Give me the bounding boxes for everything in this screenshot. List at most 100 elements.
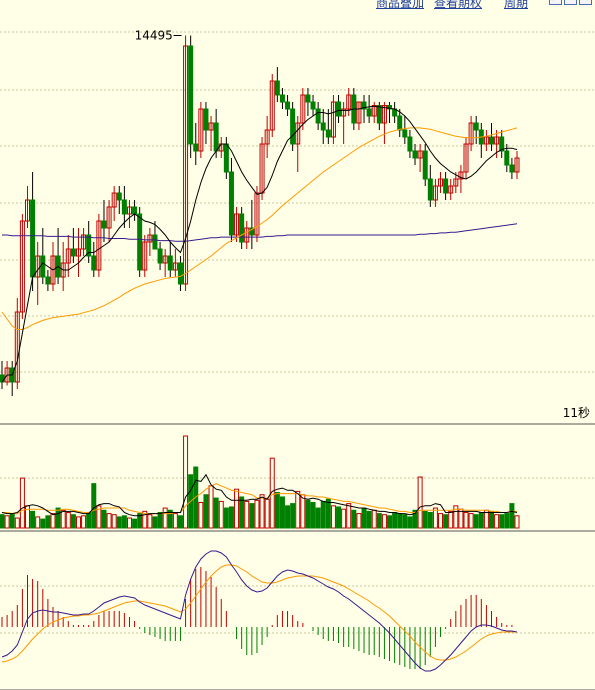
candle-body — [330, 101, 336, 138]
volume-bar — [81, 515, 87, 529]
candle-body — [285, 101, 291, 110]
candle-body — [341, 108, 347, 117]
volume-bar — [4, 515, 10, 529]
candle-body — [213, 122, 219, 152]
candle-body — [249, 227, 255, 236]
volume-bar — [417, 476, 423, 529]
candle-body — [172, 262, 178, 271]
volume-bar — [458, 508, 464, 529]
candle-body — [50, 255, 56, 285]
volume-bar — [213, 497, 219, 529]
candle-body — [443, 178, 449, 194]
volume-pane — [0, 435, 520, 529]
volume-bar — [152, 516, 158, 529]
toolbar: 商品叠加 查看期权 周期 ⇤ ↔ ⇥ — [0, 0, 595, 10]
volume-bar — [218, 500, 224, 529]
candle-body — [463, 143, 469, 173]
candle-body — [300, 94, 306, 124]
candle-body — [346, 94, 352, 110]
candle-body — [417, 150, 423, 159]
candle-body — [274, 80, 280, 96]
volume-bar — [279, 496, 285, 529]
volume-bar — [422, 510, 428, 529]
volume-bar — [392, 511, 398, 529]
candle-body — [203, 108, 209, 131]
volume-bar — [244, 500, 250, 529]
volume-bar — [60, 509, 66, 529]
volume-bar — [310, 502, 316, 529]
volume-bar — [35, 516, 41, 529]
volume-bar — [86, 511, 92, 529]
candle-body — [499, 136, 505, 152]
zoom-button[interactable]: ↔ — [564, 0, 577, 5]
volume-bar — [412, 509, 418, 529]
candle-body — [65, 248, 71, 264]
candle-body — [305, 94, 311, 103]
volume-bar — [55, 507, 61, 529]
volume-bar — [274, 492, 280, 529]
candle-body — [269, 80, 275, 131]
volume-bar — [427, 511, 433, 529]
volume-bar — [346, 503, 352, 529]
volume-bar — [70, 514, 76, 529]
candle-body — [325, 129, 331, 138]
candle-body — [310, 101, 316, 110]
price-pane — [0, 35, 520, 396]
volume-bar — [473, 514, 479, 529]
volume-bar — [157, 511, 163, 529]
volume-bar — [45, 515, 51, 529]
overlay-link[interactable]: 商品叠加 — [376, 0, 425, 10]
volume-bar — [208, 485, 214, 529]
candle-body — [228, 171, 234, 236]
candle-body — [494, 136, 500, 145]
candle-body — [96, 220, 102, 271]
volume-bar — [264, 498, 270, 529]
volume-bar — [65, 511, 71, 529]
scroll-left-button[interactable]: ⇤ — [549, 0, 562, 5]
volume-bar — [407, 516, 413, 529]
volume-bar — [402, 514, 408, 529]
dea-line — [1, 564, 517, 663]
volume-bar — [269, 457, 275, 529]
candle-body — [279, 94, 285, 103]
volume-bar — [106, 513, 112, 529]
candle-body — [30, 199, 36, 278]
volume-bar — [361, 507, 367, 529]
candle-body — [244, 227, 250, 243]
volume-bar — [371, 509, 377, 529]
candle-body — [162, 255, 168, 264]
volume-bar — [111, 514, 117, 529]
volume-bar — [295, 490, 301, 529]
candle-body — [234, 213, 240, 236]
volume-bar — [509, 503, 515, 529]
candle-body — [366, 108, 372, 117]
period-link[interactable]: 周期 — [504, 0, 529, 10]
candle-body — [24, 199, 30, 222]
candle-body — [0, 374, 5, 383]
candle-body — [356, 101, 362, 124]
volume-bar — [351, 509, 357, 529]
volume-bar — [463, 511, 469, 529]
volume-bar — [177, 515, 183, 529]
volume-bar — [366, 510, 372, 529]
candle-body — [157, 248, 163, 264]
scroll-right-button[interactable]: ⇥ — [579, 0, 592, 5]
volume-bar — [438, 513, 444, 529]
volume-bar — [499, 514, 505, 529]
volume-bar — [259, 494, 265, 529]
volume-bar — [336, 506, 342, 529]
candle-body — [381, 105, 387, 124]
candle-body — [427, 178, 433, 201]
volume-bar — [183, 435, 189, 529]
volume-bar — [228, 506, 234, 529]
candle-body — [509, 164, 515, 173]
options-link[interactable]: 查看期权 — [434, 0, 483, 10]
volume-bar — [167, 509, 173, 529]
candle-body — [489, 136, 495, 145]
volume-bar — [443, 514, 449, 529]
volume-bar — [121, 515, 127, 529]
candle-body — [106, 206, 112, 229]
volume-bar — [315, 507, 321, 529]
candle-body — [208, 122, 214, 131]
candle-body — [376, 105, 382, 124]
